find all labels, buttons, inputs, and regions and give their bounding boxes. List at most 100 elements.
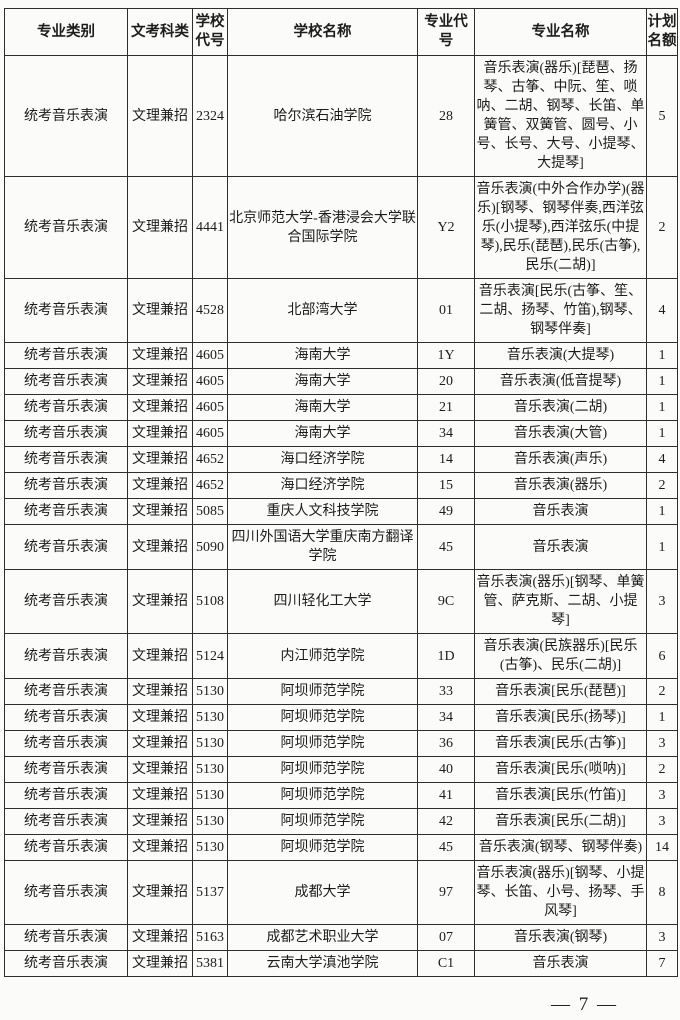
major-name-cell: 音乐表演(器乐)[琵琶、扬琴、古筝、中阮、笙、唢呐、二胡、钢琴、长笛、单簧管、双… bbox=[474, 55, 647, 177]
major-category-cell: 统考音乐表演 bbox=[4, 678, 128, 705]
major-category-cell: 统考音乐表演 bbox=[4, 55, 128, 177]
exam-type-cell: 文理兼招 bbox=[127, 569, 193, 634]
school-code-cell: 5130 bbox=[192, 704, 228, 731]
school-code-cell: 5130 bbox=[192, 834, 228, 861]
major-name-cell: 音乐表演 bbox=[474, 950, 647, 977]
school-name-cell: 海南大学 bbox=[227, 368, 418, 395]
table-row: 统考音乐表演 文理兼招 4528 北部湾大学 01 音乐表演[民乐(古筝、笙、二胡、扬琴、… bbox=[4, 278, 678, 343]
admission-plan-table: 专业类别 文考科类 学校代号 学校名称 专业代号 专业名称 计划名额 统考音乐表… bbox=[4, 8, 678, 977]
major-category-cell: 统考音乐表演 bbox=[4, 782, 128, 809]
school-code-cell: 2324 bbox=[192, 55, 228, 177]
major-category-cell: 统考音乐表演 bbox=[4, 924, 128, 951]
school-code-cell: 5108 bbox=[192, 569, 228, 634]
major-name-cell: 音乐表演(低音提琴) bbox=[474, 368, 647, 395]
exam-type-cell: 文理兼招 bbox=[127, 176, 193, 279]
major-name-cell: 音乐表演[民乐(竹笛)] bbox=[474, 782, 647, 809]
school-name-cell: 阿坝师范学院 bbox=[227, 834, 418, 861]
table-row: 统考音乐表演 文理兼招 5108 四川轻化工大学 9C 音乐表演(器乐)[钢琴、单簧管、萨… bbox=[4, 569, 678, 634]
exam-type-cell: 文理兼招 bbox=[127, 860, 193, 925]
major-category-cell: 统考音乐表演 bbox=[4, 950, 128, 977]
school-name-cell: 北京师范大学-香港浸会大学联合国际学院 bbox=[227, 176, 418, 279]
table-row: 统考音乐表演 文理兼招 4605 海南大学 1Y 音乐表演(大提琴) 1 bbox=[4, 342, 678, 369]
exam-type-cell: 文理兼招 bbox=[127, 278, 193, 343]
major-name-cell: 音乐表演(钢琴) bbox=[474, 924, 647, 951]
col-header-school-name: 学校名称 bbox=[227, 8, 418, 56]
table-row: 统考音乐表演 文理兼招 4605 海南大学 21 音乐表演(二胡) 1 bbox=[4, 394, 678, 421]
school-name-cell: 海南大学 bbox=[227, 420, 418, 447]
major-code-cell: 34 bbox=[417, 420, 475, 447]
school-code-cell: 5130 bbox=[192, 782, 228, 809]
school-code-cell: 4652 bbox=[192, 472, 228, 499]
quota-cell: 1 bbox=[646, 524, 678, 570]
major-category-cell: 统考音乐表演 bbox=[4, 498, 128, 525]
major-name-cell: 音乐表演(大提琴) bbox=[474, 342, 647, 369]
school-code-cell: 4652 bbox=[192, 446, 228, 473]
quota-cell: 3 bbox=[646, 924, 678, 951]
quota-cell: 2 bbox=[646, 176, 678, 279]
school-code-cell: 5090 bbox=[192, 524, 228, 570]
school-name-cell: 成都大学 bbox=[227, 860, 418, 925]
school-name-cell: 四川轻化工大学 bbox=[227, 569, 418, 634]
quota-cell: 2 bbox=[646, 472, 678, 499]
school-code-cell: 5130 bbox=[192, 730, 228, 757]
quota-cell: 5 bbox=[646, 55, 678, 177]
table-row: 统考音乐表演 文理兼招 5163 成都艺术职业大学 07 音乐表演(钢琴) 3 bbox=[4, 924, 678, 951]
exam-type-cell: 文理兼招 bbox=[127, 924, 193, 951]
major-category-cell: 统考音乐表演 bbox=[4, 176, 128, 279]
exam-type-cell: 文理兼招 bbox=[127, 730, 193, 757]
exam-type-cell: 文理兼招 bbox=[127, 394, 193, 421]
major-code-cell: 1Y bbox=[417, 342, 475, 369]
quota-cell: 1 bbox=[646, 704, 678, 731]
table-row: 统考音乐表演 文理兼招 5130 阿坝师范学院 42 音乐表演[民乐(二胡)] 3 bbox=[4, 808, 678, 835]
quota-cell: 3 bbox=[646, 569, 678, 634]
quota-cell: 1 bbox=[646, 420, 678, 447]
major-name-cell: 音乐表演(二胡) bbox=[474, 394, 647, 421]
table-row: 统考音乐表演 文理兼招 5130 阿坝师范学院 45 音乐表演(钢琴、钢琴伴奏) 14 bbox=[4, 834, 678, 861]
major-code-cell: C1 bbox=[417, 950, 475, 977]
major-code-cell: 33 bbox=[417, 678, 475, 705]
school-name-cell: 内江师范学院 bbox=[227, 633, 418, 679]
major-category-cell: 统考音乐表演 bbox=[4, 704, 128, 731]
col-header-quota: 计划名额 bbox=[646, 8, 678, 56]
quota-cell: 14 bbox=[646, 834, 678, 861]
exam-type-cell: 文理兼招 bbox=[127, 950, 193, 977]
school-code-cell: 5130 bbox=[192, 678, 228, 705]
school-name-cell: 哈尔滨石油学院 bbox=[227, 55, 418, 177]
exam-type-cell: 文理兼招 bbox=[127, 524, 193, 570]
major-code-cell: 45 bbox=[417, 524, 475, 570]
school-code-cell: 4605 bbox=[192, 342, 228, 369]
quota-cell: 1 bbox=[646, 394, 678, 421]
exam-type-cell: 文理兼招 bbox=[127, 472, 193, 499]
major-name-cell: 音乐表演(大管) bbox=[474, 420, 647, 447]
school-name-cell: 阿坝师范学院 bbox=[227, 782, 418, 809]
school-code-cell: 5085 bbox=[192, 498, 228, 525]
school-code-cell: 4441 bbox=[192, 176, 228, 279]
quota-cell: 4 bbox=[646, 446, 678, 473]
school-name-cell: 海口经济学院 bbox=[227, 446, 418, 473]
major-category-cell: 统考音乐表演 bbox=[4, 834, 128, 861]
major-category-cell: 统考音乐表演 bbox=[4, 860, 128, 925]
school-name-cell: 阿坝师范学院 bbox=[227, 730, 418, 757]
exam-type-cell: 文理兼招 bbox=[127, 420, 193, 447]
quota-cell: 3 bbox=[646, 782, 678, 809]
major-category-cell: 统考音乐表演 bbox=[4, 342, 128, 369]
exam-type-cell: 文理兼招 bbox=[127, 834, 193, 861]
major-name-cell: 音乐表演[民乐(二胡)] bbox=[474, 808, 647, 835]
col-header-major-name: 专业名称 bbox=[474, 8, 647, 56]
major-code-cell: 20 bbox=[417, 368, 475, 395]
major-code-cell: Y2 bbox=[417, 176, 475, 279]
table-row: 统考音乐表演 文理兼招 5130 阿坝师范学院 41 音乐表演[民乐(竹笛)] 3 bbox=[4, 782, 678, 809]
quota-cell: 6 bbox=[646, 633, 678, 679]
major-category-cell: 统考音乐表演 bbox=[4, 756, 128, 783]
school-name-cell: 海南大学 bbox=[227, 394, 418, 421]
major-category-cell: 统考音乐表演 bbox=[4, 730, 128, 757]
major-name-cell: 音乐表演[民乐(唢呐)] bbox=[474, 756, 647, 783]
major-category-cell: 统考音乐表演 bbox=[4, 420, 128, 447]
quota-cell: 7 bbox=[646, 950, 678, 977]
school-name-cell: 海南大学 bbox=[227, 342, 418, 369]
table-header: 专业类别 文考科类 学校代号 学校名称 专业代号 专业名称 计划名额 bbox=[4, 8, 678, 56]
table-row: 统考音乐表演 文理兼招 5130 阿坝师范学院 34 音乐表演[民乐(扬琴)] 1 bbox=[4, 704, 678, 731]
school-name-cell: 云南大学滇池学院 bbox=[227, 950, 418, 977]
table-row: 统考音乐表演 文理兼招 5085 重庆人文科技学院 49 音乐表演 1 bbox=[4, 498, 678, 525]
quota-cell: 2 bbox=[646, 678, 678, 705]
